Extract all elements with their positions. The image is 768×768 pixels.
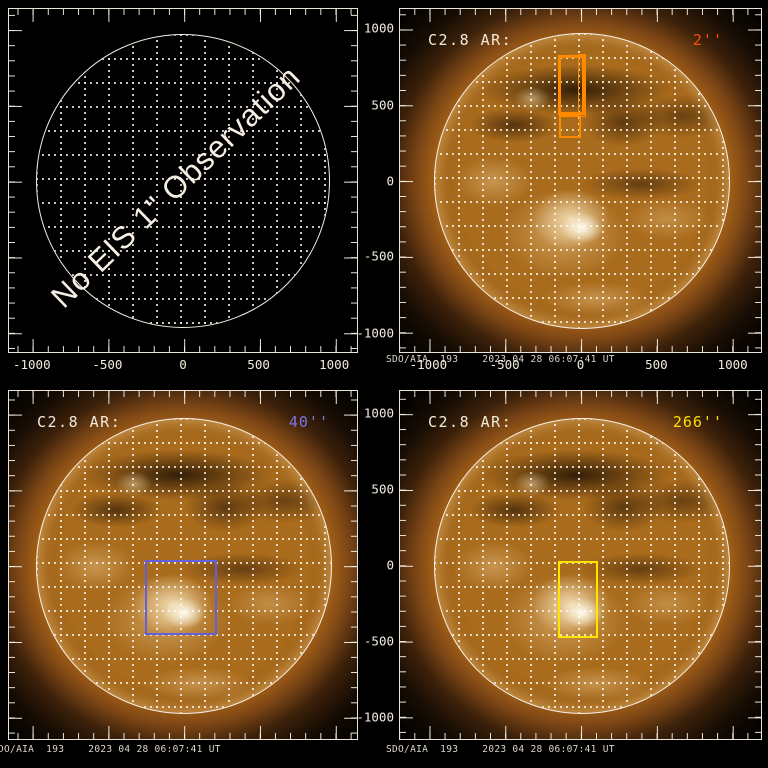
- panel-title: C2.8 AR:: [428, 31, 513, 49]
- eis-fov-box: [558, 561, 598, 638]
- y-tick-label: 500: [371, 481, 394, 497]
- y-axis-labels-bottom-right: 1000 500 0 -500 -1000: [356, 390, 397, 740]
- eis-fov-box-slit: [578, 54, 586, 117]
- y-axis-labels-top-right: 1000 500 0 -500 -1000: [356, 8, 397, 353]
- image-caption: SDO/AIA 193 2023 04 28 06:07:41 UT: [386, 744, 615, 755]
- panel-title: C2.8 AR:: [428, 413, 513, 431]
- panel-slit-2: C2.8 AR: 2'': [399, 8, 762, 353]
- x-tick-label: -500: [92, 357, 123, 372]
- image-caption: SDO/AIA 193 2023 04 28 06:07:41 UT: [0, 744, 221, 755]
- slit-width-label: 40'': [288, 413, 329, 431]
- y-tick-label: 1000: [363, 405, 394, 421]
- y-tick-label: -500: [363, 248, 394, 264]
- x-tick-label: -500: [489, 357, 520, 372]
- panel-no-observation: No EIS 1" Observation: [8, 8, 358, 353]
- x-tick-label: 0: [576, 357, 585, 372]
- y-tick-label: -500: [363, 633, 394, 649]
- eis-fov-box-lower: [559, 115, 581, 138]
- x-tick-label: 1000: [717, 357, 748, 372]
- slit-width-label: 2'': [692, 31, 723, 49]
- y-tick-label: -1000: [356, 709, 394, 725]
- image-caption: SDO/AIA 193 2023 04 28 06:07:41 UT: [386, 354, 615, 365]
- y-tick-label: 500: [371, 97, 394, 113]
- x-tick-label: -1000: [409, 357, 448, 372]
- panel-slit-266: C2.8 AR: 266'': [399, 390, 762, 740]
- x-tick-label: 500: [645, 357, 668, 372]
- panel-title: C2.8 AR:: [37, 413, 122, 431]
- panel-slit-40: C2.8 AR: 40'': [8, 390, 358, 740]
- y-tick-label: 0: [386, 173, 394, 188]
- x-tick-label: 0: [179, 357, 187, 372]
- y-tick-label: 1000: [363, 20, 394, 36]
- x-axis-labels-left-column: -1000 -500 0 500 1000: [8, 357, 358, 372]
- x-axis-labels-right-column: -1000 -500 0 500 1000: [399, 357, 762, 372]
- x-tick-label: 500: [247, 357, 270, 372]
- eis-fov-box: [145, 560, 217, 635]
- x-tick-label: -1000: [12, 357, 51, 372]
- y-tick-label: 0: [386, 557, 394, 573]
- y-tick-label: -1000: [356, 325, 394, 341]
- x-tick-label: 1000: [319, 357, 350, 372]
- slit-width-label: 266'': [672, 413, 723, 431]
- eis-fov-box-thick: [558, 55, 585, 115]
